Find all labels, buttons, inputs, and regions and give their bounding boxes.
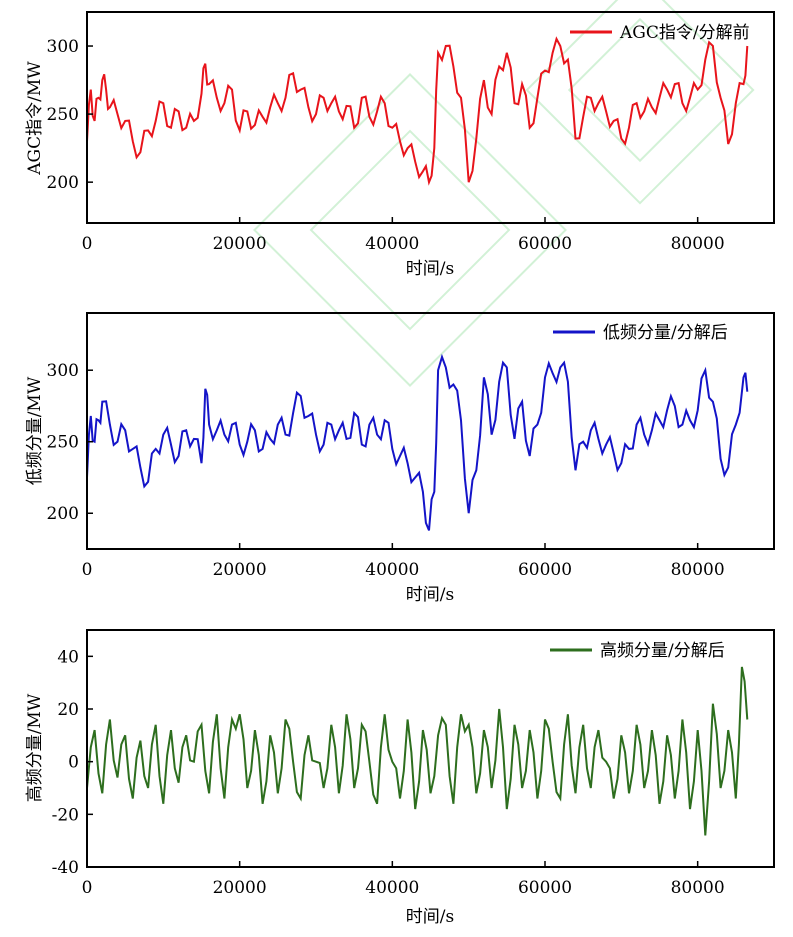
- series-line-low: [86, 353, 749, 531]
- chart-agc-command: 0 20000 40000 60000 80000 200 250 300 AGC指令/分解前…: [25, 11, 775, 279]
- y-tick-label: 250: [47, 433, 79, 453]
- legend-agc: AGC指令/分解前: [570, 23, 750, 43]
- legend-label-high: 高频分量/分解后: [600, 641, 725, 661]
- x-tick-label: 60000: [518, 878, 572, 898]
- y-axis-label-agc: AGC指令/MW: [25, 61, 45, 176]
- x-tick-label: 60000: [518, 234, 572, 254]
- x-tick-label: 0: [82, 560, 93, 580]
- ticks-high: 0 20000 40000 60000 80000 -40 -20 0 20 40: [52, 647, 725, 898]
- y-tick-label: 300: [47, 361, 79, 381]
- plot-frame-agc: [86, 11, 775, 224]
- x-tick-label: 20000: [213, 234, 267, 254]
- x-tick-label: 40000: [365, 560, 419, 580]
- y-tick-label: 0: [68, 753, 79, 773]
- x-tick-label: 40000: [365, 878, 419, 898]
- ticks-agc: 0 20000 40000 60000 80000 200 250 300: [47, 37, 725, 254]
- series-layer-agc: [86, 36, 749, 186]
- legend-label-agc: AGC指令/分解前: [619, 23, 750, 43]
- y-tick-label: 250: [47, 105, 79, 125]
- x-tick-label: 80000: [671, 878, 725, 898]
- y-tick-label: 200: [47, 173, 79, 193]
- series-line-high: [86, 666, 749, 836]
- x-tick-label: 80000: [671, 560, 725, 580]
- plot-frame-low: [86, 312, 775, 550]
- legend-low: 低频分量/分解后: [553, 323, 728, 343]
- y-tick-label: 20: [57, 700, 79, 720]
- x-axis-label-high: 时间/s: [406, 907, 454, 927]
- legend-label-low: 低频分量/分解后: [603, 323, 728, 343]
- series-layer-low: [86, 353, 749, 531]
- y-axis-label-low: 低频分量/MW: [25, 376, 45, 485]
- watermark-decoration: [253, 0, 755, 387]
- x-axis-label-low: 时间/s: [406, 585, 454, 605]
- x-axis-label-agc: 时间/s: [406, 259, 454, 279]
- x-tick-label: 20000: [213, 560, 267, 580]
- x-tick-label: 20000: [213, 878, 267, 898]
- plot-frame-high: [86, 629, 775, 868]
- x-tick-label: 60000: [518, 560, 572, 580]
- y-tick-label: 200: [47, 504, 79, 524]
- y-axis-label-high: 高频分量/MW: [25, 693, 45, 802]
- series-line-agc: [86, 36, 749, 186]
- y-tick-label: -40: [52, 858, 79, 878]
- legend-high: 高频分量/分解后: [550, 641, 725, 661]
- x-tick-label: 0: [82, 878, 93, 898]
- y-tick-label: 40: [57, 647, 79, 667]
- y-tick-label: 300: [47, 37, 79, 57]
- series-layer-high: [86, 666, 749, 836]
- y-tick-label: -20: [52, 805, 79, 825]
- x-tick-label: 40000: [365, 234, 419, 254]
- x-tick-label: 0: [82, 234, 93, 254]
- x-tick-label: 80000: [671, 234, 725, 254]
- ticks-low: 0 20000 40000 60000 80000 200 250 300: [47, 361, 725, 580]
- chart-high-frequency: 0 20000 40000 60000 80000 -40 -20 0 20 40 高频分量/分解…: [25, 629, 775, 927]
